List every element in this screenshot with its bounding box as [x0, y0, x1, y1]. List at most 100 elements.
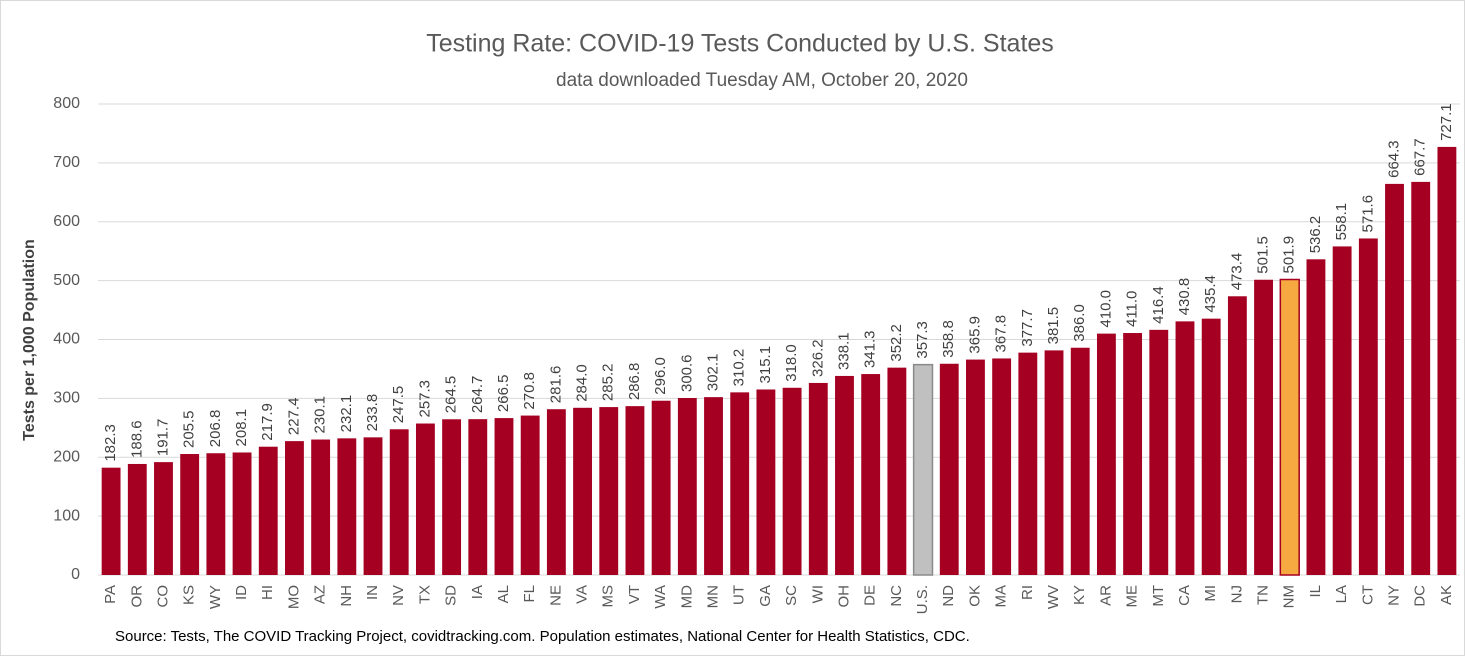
bar [1096, 333, 1116, 575]
x-tick-label: PA [102, 585, 119, 604]
x-tick-label: ME [1124, 585, 1141, 608]
x-tick-label: OH [835, 585, 852, 608]
bar [1123, 333, 1143, 575]
bar [494, 418, 514, 575]
x-tick-label: IA [469, 585, 486, 599]
data-label: 727.1 [1438, 103, 1455, 141]
x-tick-label: ND [940, 585, 957, 607]
data-label: 571.6 [1359, 195, 1376, 233]
bar [232, 452, 252, 575]
data-label: 217.9 [259, 403, 276, 441]
x-tick-label: MS [600, 585, 617, 608]
bar [154, 462, 173, 575]
data-label: 381.5 [1045, 307, 1062, 345]
bar [1385, 183, 1404, 575]
x-tick-label: AK [1438, 585, 1455, 605]
y-axis-label: Tests per 1,000 Population [21, 239, 38, 441]
bar [887, 367, 907, 575]
data-label: 338.1 [835, 332, 852, 370]
data-label: 341.3 [862, 331, 879, 369]
bar [468, 419, 488, 575]
bar [861, 374, 881, 575]
x-tick-label: SD [443, 585, 460, 606]
data-label: 501.5 [1255, 236, 1272, 274]
data-label: 365.9 [966, 316, 983, 354]
bar [1175, 321, 1195, 575]
x-tick-label: ID [233, 585, 250, 600]
bar [1358, 238, 1378, 575]
bar [1332, 246, 1352, 575]
data-label: 352.2 [888, 324, 905, 362]
x-tick-label: NH [338, 585, 355, 607]
x-tick-label: OK [966, 585, 983, 607]
x-tick-label: UT [731, 585, 748, 605]
bar [101, 467, 121, 575]
x-tick-label: NY [1385, 585, 1402, 606]
bar [677, 398, 697, 575]
bar [704, 397, 723, 575]
bar [912, 363, 934, 576]
data-label: 286.8 [626, 363, 643, 401]
bar [1254, 279, 1273, 575]
x-tick-label: NJ [1228, 585, 1245, 603]
x-tick-label: MA [993, 585, 1010, 608]
data-label: 206.8 [207, 410, 224, 448]
data-label: 367.8 [993, 315, 1010, 353]
data-label: 188.6 [128, 420, 145, 458]
bar [1070, 347, 1090, 575]
data-label: 227.4 [285, 398, 302, 436]
x-tick-label: NM [1281, 585, 1298, 608]
bar [1044, 350, 1064, 575]
data-label: 536.2 [1307, 216, 1324, 254]
source-note: Source: Tests, The COVID Tracking Projec… [115, 628, 970, 645]
data-label: 257.3 [416, 380, 433, 418]
data-label: 501.9 [1281, 236, 1298, 274]
data-label: 247.5 [390, 386, 407, 424]
y-tick-label: 500 [53, 272, 80, 289]
bar [206, 453, 226, 575]
bar [782, 387, 802, 575]
y-tick-label: 800 [53, 95, 80, 112]
data-label: 182.3 [102, 424, 119, 462]
x-tick-label: IN [364, 585, 381, 600]
x-tick-label: FL [521, 585, 538, 603]
bar [442, 419, 462, 575]
x-tick-label: MD [678, 585, 695, 608]
bar [363, 437, 383, 575]
x-tick-label: VT [626, 585, 643, 604]
x-tick-label: AL [495, 585, 512, 603]
data-label: 416.4 [1150, 286, 1167, 324]
x-tick-label: VA [574, 585, 591, 604]
bar [311, 439, 331, 575]
bar [127, 463, 147, 575]
data-label: 310.2 [731, 349, 748, 387]
data-label: 357.3 [914, 321, 931, 359]
data-label: 377.7 [1019, 309, 1036, 347]
x-tick-label: WY [207, 585, 224, 609]
bar [180, 454, 200, 575]
data-label: 664.3 [1385, 140, 1402, 178]
x-tick-label: WA [652, 585, 669, 609]
x-tick-label: KY [1071, 585, 1088, 605]
bar [730, 392, 750, 575]
data-label: 411.0 [1124, 291, 1141, 327]
x-tick-label: NV [390, 585, 407, 606]
x-tick-label: WV [1045, 585, 1062, 609]
bar [546, 409, 566, 575]
x-tick-label: MN [704, 585, 721, 608]
data-label: 326.2 [809, 339, 826, 377]
bar [1018, 352, 1038, 575]
x-tick-label: MO [285, 585, 302, 609]
data-label: 667.7 [1412, 138, 1429, 176]
bar [992, 358, 1012, 575]
data-label: 284.0 [574, 364, 591, 402]
x-tick-label: RI [1019, 585, 1036, 600]
data-label: 191.7 [154, 419, 171, 457]
y-tick-label: 300 [53, 390, 80, 407]
data-label: 285.2 [600, 364, 617, 402]
x-tick-label: CA [1176, 585, 1193, 606]
data-label: 386.0 [1071, 304, 1088, 342]
data-label: 315.1 [757, 346, 774, 384]
bar [651, 400, 671, 575]
bar [1437, 146, 1457, 576]
